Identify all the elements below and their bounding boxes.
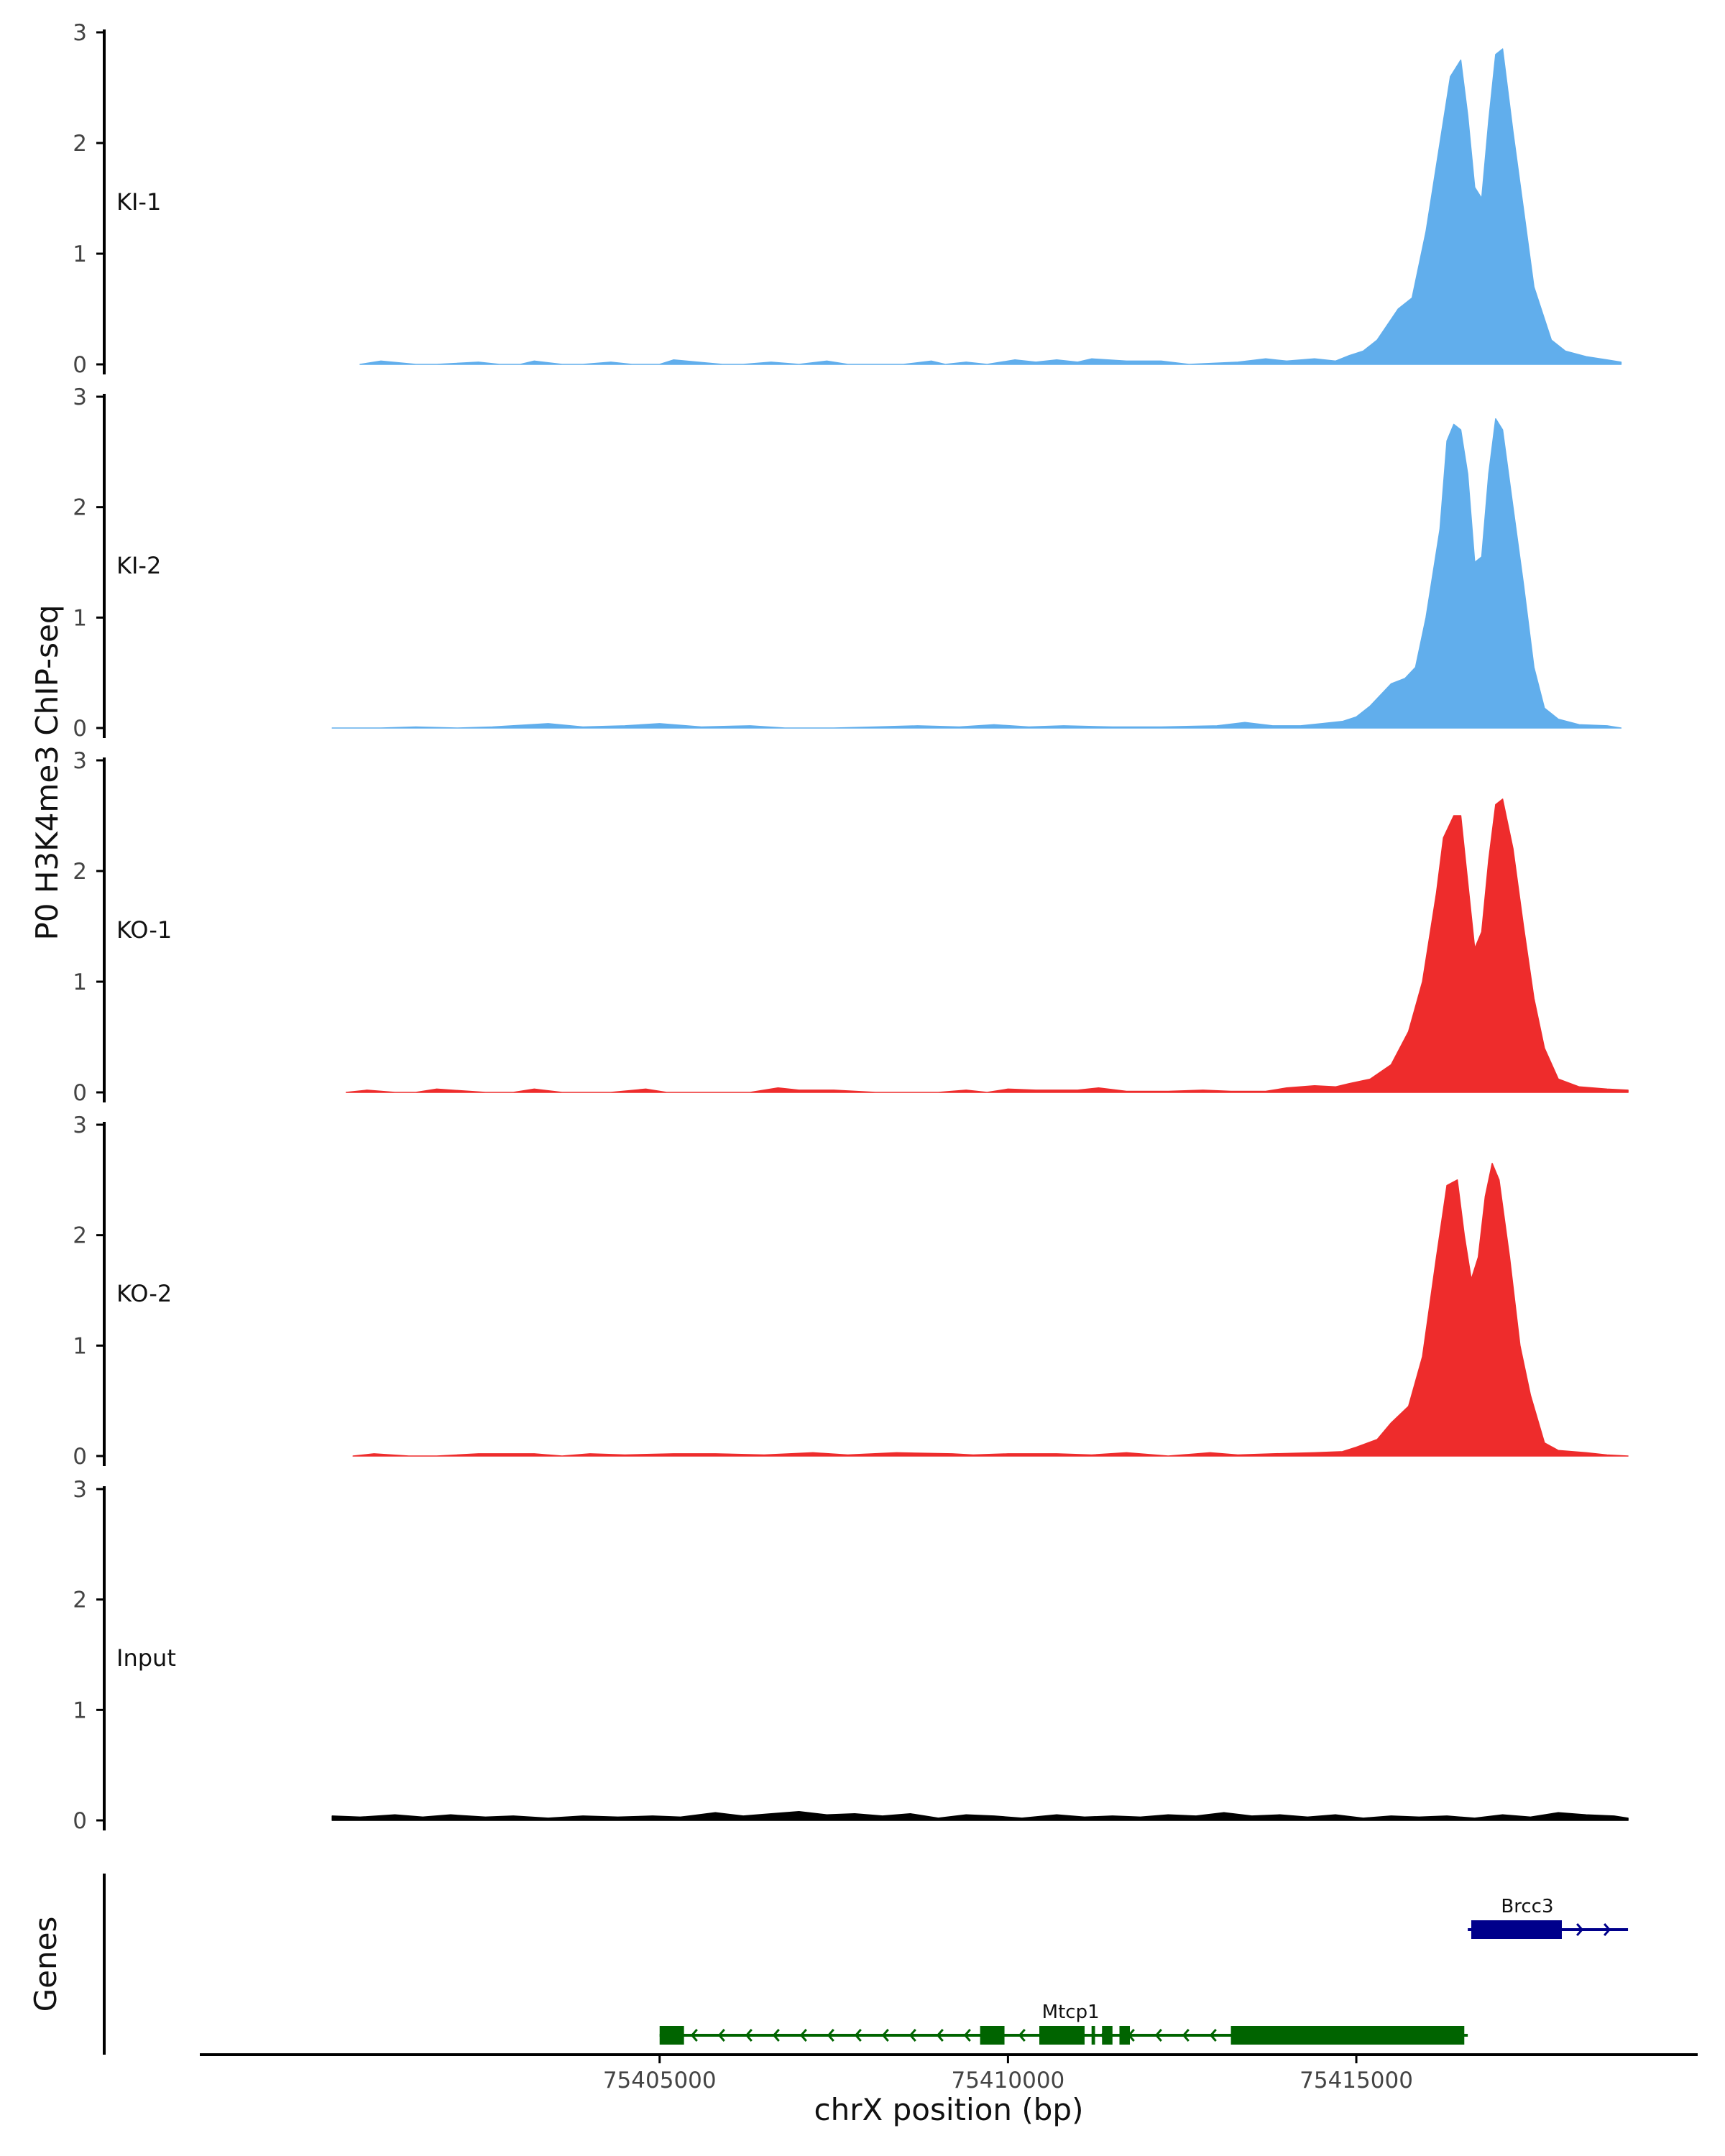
signal-tracks: 0 1 2 3 KI-1 0 1 2 3 KI-2 0 1 2 3 KO-1 0 1 2 3 KO-2 0 1 2 3 Inpu… <box>73 20 1629 1834</box>
gene-label: Mtcp1 <box>1042 2001 1100 2023</box>
y-axis-title: P0 H3K4me3 ChIP-seq <box>29 604 65 940</box>
strand-arrow <box>936 2029 944 2042</box>
exon-block <box>1102 2026 1113 2045</box>
y-tick-label: 3 <box>73 384 87 410</box>
signal-area-ki-2 <box>331 418 1622 729</box>
track-input: 0 1 2 3 Input <box>73 1477 1629 1834</box>
track-label: KI-2 <box>116 552 161 579</box>
x-tick-label: 75410000 <box>951 2068 1064 2093</box>
strand-arrow <box>908 2029 916 2042</box>
signal-area-input <box>331 1810 1629 1821</box>
y-tick-label: 2 <box>73 1588 87 1613</box>
strand-arrow <box>854 2029 862 2042</box>
y-tick-label: 0 <box>73 1444 87 1470</box>
signal-area-ki-1 <box>359 48 1622 365</box>
y-tick-label: 2 <box>73 131 87 157</box>
strand-arrow <box>881 2029 889 2042</box>
track-ko-1: 0 1 2 3 KO-1 <box>73 748 1629 1106</box>
y-tick-label: 0 <box>73 1808 87 1834</box>
signal-area-ko-2 <box>352 1163 1629 1457</box>
y-tick-label: 2 <box>73 495 87 521</box>
y-tick-label: 2 <box>73 859 87 885</box>
x-axis-title: chrX position (bp) <box>814 2092 1084 2127</box>
track-label: KI-1 <box>116 188 161 216</box>
x-tick-label: 75405000 <box>603 2068 717 2093</box>
track-label: KO-1 <box>116 916 172 944</box>
y-tick-label: 3 <box>73 20 87 46</box>
track-label: KO-2 <box>116 1280 172 1307</box>
genes-panel: Genes Mtcp1 Brcc3 <box>28 1874 1629 2055</box>
y-tick-label: 3 <box>73 1112 87 1138</box>
y-tick-label: 0 <box>73 1080 87 1106</box>
exon-block <box>1039 2026 1085 2045</box>
strand-arrow <box>717 2029 725 2042</box>
y-tick-label: 1 <box>73 969 87 995</box>
strand-arrow <box>1209 2029 1217 2042</box>
genes-axis-title: Genes <box>28 1917 63 2012</box>
y-tick-label: 1 <box>73 1333 87 1359</box>
x-axis: 75405000 75410000 75415000 <box>200 2053 1698 2093</box>
strand-arrow <box>827 2029 834 2042</box>
strand-arrow <box>1604 1923 1611 1936</box>
y-tick-label: 1 <box>73 241 87 267</box>
strand-arrow <box>1154 2029 1162 2042</box>
x-tick-label: 75415000 <box>1300 2068 1413 2093</box>
exon-block <box>980 2026 1005 2045</box>
exon-block <box>1230 2026 1465 2045</box>
y-tick-label: 3 <box>73 748 87 774</box>
track-ko-2: 0 1 2 3 KO-2 <box>73 1112 1629 1470</box>
strand-arrow <box>1018 2029 1026 2042</box>
y-tick-label: 3 <box>73 1477 87 1503</box>
y-tick-label: 2 <box>73 1223 87 1249</box>
exon-block <box>1119 2026 1131 2045</box>
strand-arrow <box>690 2029 698 2042</box>
strand-arrow <box>1576 1923 1584 1936</box>
strand-arrow <box>772 2029 780 2042</box>
track-ki-2: 0 1 2 3 KI-2 <box>73 384 1622 742</box>
exon-block <box>1091 2026 1095 2045</box>
signal-area-ko-1 <box>345 798 1629 1093</box>
gene-models: Mtcp1 Brcc3 <box>659 1896 1629 2045</box>
exon-block <box>1471 1920 1562 1939</box>
gene-label: Brcc3 <box>1501 1896 1553 1917</box>
gene-brcc3: Brcc3 <box>1468 1896 1629 1939</box>
y-tick-label: 1 <box>73 605 87 631</box>
track-label: Input <box>116 1644 176 1672</box>
exon-block <box>659 2026 684 2045</box>
strand-arrow <box>745 2029 753 2042</box>
y-tick-label: 0 <box>73 352 87 378</box>
strand-arrow <box>1182 2029 1190 2042</box>
gene-mtcp1: Mtcp1 <box>659 2001 1468 2045</box>
y-tick-label: 1 <box>73 1697 87 1723</box>
strand-arrow <box>799 2029 807 2042</box>
y-tick-label: 0 <box>73 716 87 742</box>
strand-arrow <box>963 2029 971 2042</box>
track-ki-1: 0 1 2 3 KI-1 <box>73 20 1622 378</box>
